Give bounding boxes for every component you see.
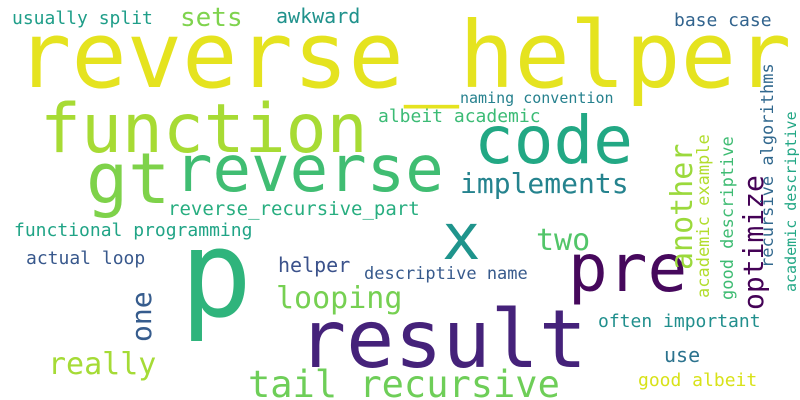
word-base-case: base case <box>674 10 772 31</box>
word-naming-convention: naming convention <box>460 89 614 107</box>
word-p: p <box>180 206 253 345</box>
word-awkward: awkward <box>276 4 361 28</box>
word-tail-recursive: tail recursive <box>248 363 560 400</box>
word-looping: looping <box>276 281 403 316</box>
word-actual-loop: actual loop <box>26 248 146 269</box>
word-usually-split: usually split <box>12 8 153 29</box>
word-descriptive-name: descriptive name <box>364 264 528 284</box>
word-good-albeit: good albeit <box>638 370 758 391</box>
word-gt: gt <box>86 138 171 220</box>
word-reverse-recursive-part: reverse_recursive_part <box>168 198 420 220</box>
word-helper: helper <box>278 253 351 277</box>
word-one: one <box>125 291 158 342</box>
word-two: two <box>536 223 591 258</box>
word-function: function <box>40 90 368 169</box>
word-code: code <box>474 102 633 179</box>
word-really: really <box>48 347 157 382</box>
word-x: x <box>442 201 481 275</box>
word-functional-programming: functional programming <box>14 220 253 241</box>
word-pre: pre <box>568 230 688 307</box>
word-sets: sets <box>180 3 243 33</box>
word-recursive-algorithms: recursive algorithms <box>758 63 778 268</box>
word-implements: implements <box>460 167 629 200</box>
word-academic-descriptive: academic descriptive <box>782 111 800 292</box>
word-academic-example: academic example <box>694 134 714 298</box>
word-albeit-academic: albeit academic <box>378 106 541 127</box>
word-result: result <box>298 293 587 386</box>
word-often-important: often important <box>598 311 761 332</box>
word-reverse: reverse <box>174 133 444 207</box>
word-use: use <box>664 343 701 367</box>
word-good-descriptive: good descriptive <box>718 136 738 300</box>
word-reverse-helper: reverse_helper <box>16 2 792 109</box>
